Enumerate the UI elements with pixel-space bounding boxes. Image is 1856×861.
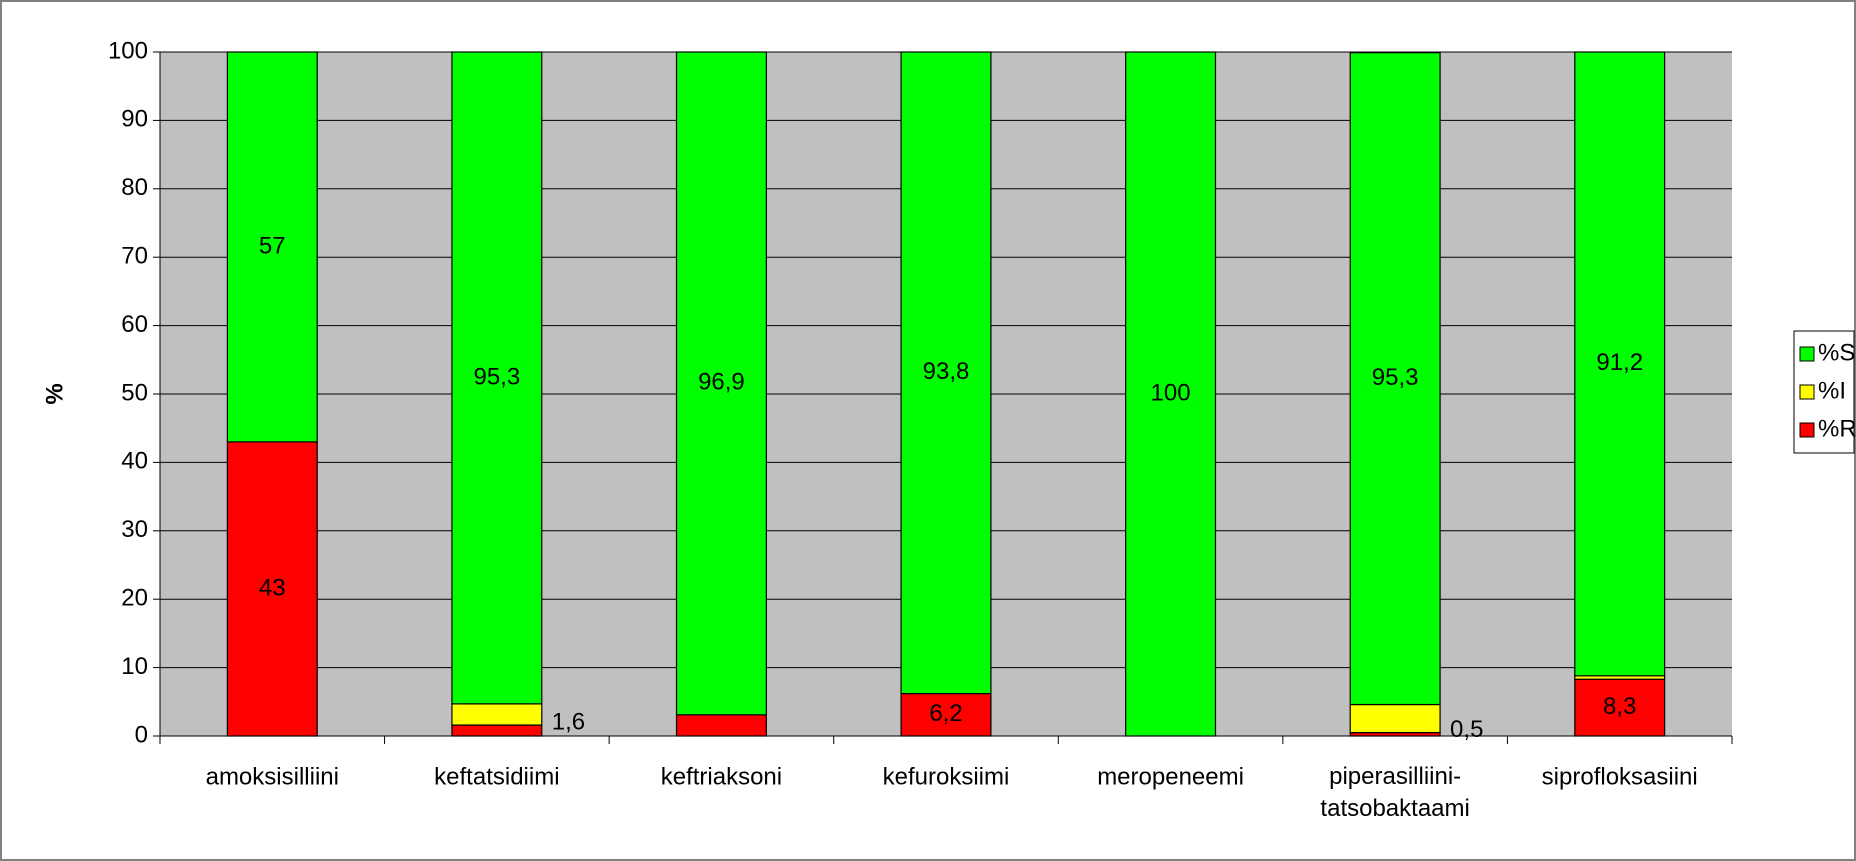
value-label: 8,3 bbox=[1603, 693, 1636, 720]
bar-segment bbox=[451, 724, 543, 737]
bar-segment bbox=[451, 703, 543, 726]
value-label: 6,2 bbox=[929, 700, 962, 727]
y-tick-label: 40 bbox=[121, 448, 148, 475]
value-label: 95,3 bbox=[473, 363, 520, 390]
x-tick-label: siprofloksasiini bbox=[1542, 763, 1698, 790]
value-label: 0,5 bbox=[1450, 716, 1483, 743]
legend-swatch bbox=[1799, 422, 1815, 438]
value-label: 95,3 bbox=[1372, 364, 1419, 391]
y-tick-label: 50 bbox=[121, 379, 148, 406]
x-tick-label: keftatsidiimi bbox=[434, 763, 559, 790]
value-label: 91,2 bbox=[1596, 349, 1643, 376]
bar-segment bbox=[226, 51, 318, 443]
bar-segment bbox=[1574, 51, 1666, 677]
x-tick-label: kefuroksiimi bbox=[883, 763, 1010, 790]
y-tick-label: 80 bbox=[121, 174, 148, 201]
y-tick-label: 60 bbox=[121, 311, 148, 338]
bar-segment bbox=[451, 51, 543, 705]
x-tick-label: amoksisilliini bbox=[206, 763, 339, 790]
value-label: 43 bbox=[259, 574, 286, 601]
legend-label: %I bbox=[1818, 377, 1846, 404]
x-tick-label: meropeneemi bbox=[1097, 763, 1244, 790]
bar-segment bbox=[226, 441, 318, 737]
bar-segment bbox=[1349, 703, 1441, 734]
legend-label: %S bbox=[1818, 339, 1855, 366]
value-label: 1,6 bbox=[552, 708, 585, 735]
bar-segment bbox=[1125, 51, 1217, 737]
y-tick-label: 20 bbox=[121, 585, 148, 612]
value-label: 93,8 bbox=[923, 358, 970, 385]
y-tick-label: 70 bbox=[121, 243, 148, 270]
value-label: 96,9 bbox=[698, 369, 745, 396]
x-tick-label: keftriaksoni bbox=[661, 763, 782, 790]
legend-swatch bbox=[1799, 384, 1815, 400]
x-tick-label: piperasilliini-tatsobaktaami bbox=[1320, 763, 1469, 822]
bar-segment bbox=[900, 692, 992, 737]
y-tick-label: 90 bbox=[121, 106, 148, 133]
bar-segment bbox=[1349, 52, 1441, 706]
y-tick-label: 0 bbox=[135, 721, 148, 748]
y-tick-label: 10 bbox=[121, 653, 148, 680]
bar-segment bbox=[675, 51, 767, 716]
legend-swatch bbox=[1799, 346, 1815, 362]
bar-segment bbox=[1574, 678, 1666, 737]
legend-label: %R bbox=[1818, 415, 1856, 442]
y-tick-label: 100 bbox=[108, 37, 148, 64]
value-label: 100 bbox=[1151, 379, 1191, 406]
value-label: 57 bbox=[259, 232, 286, 259]
y-tick-label: 30 bbox=[121, 516, 148, 543]
y-axis-label: % bbox=[41, 383, 68, 404]
bar-segment bbox=[675, 714, 767, 737]
bar-segment bbox=[900, 51, 992, 695]
